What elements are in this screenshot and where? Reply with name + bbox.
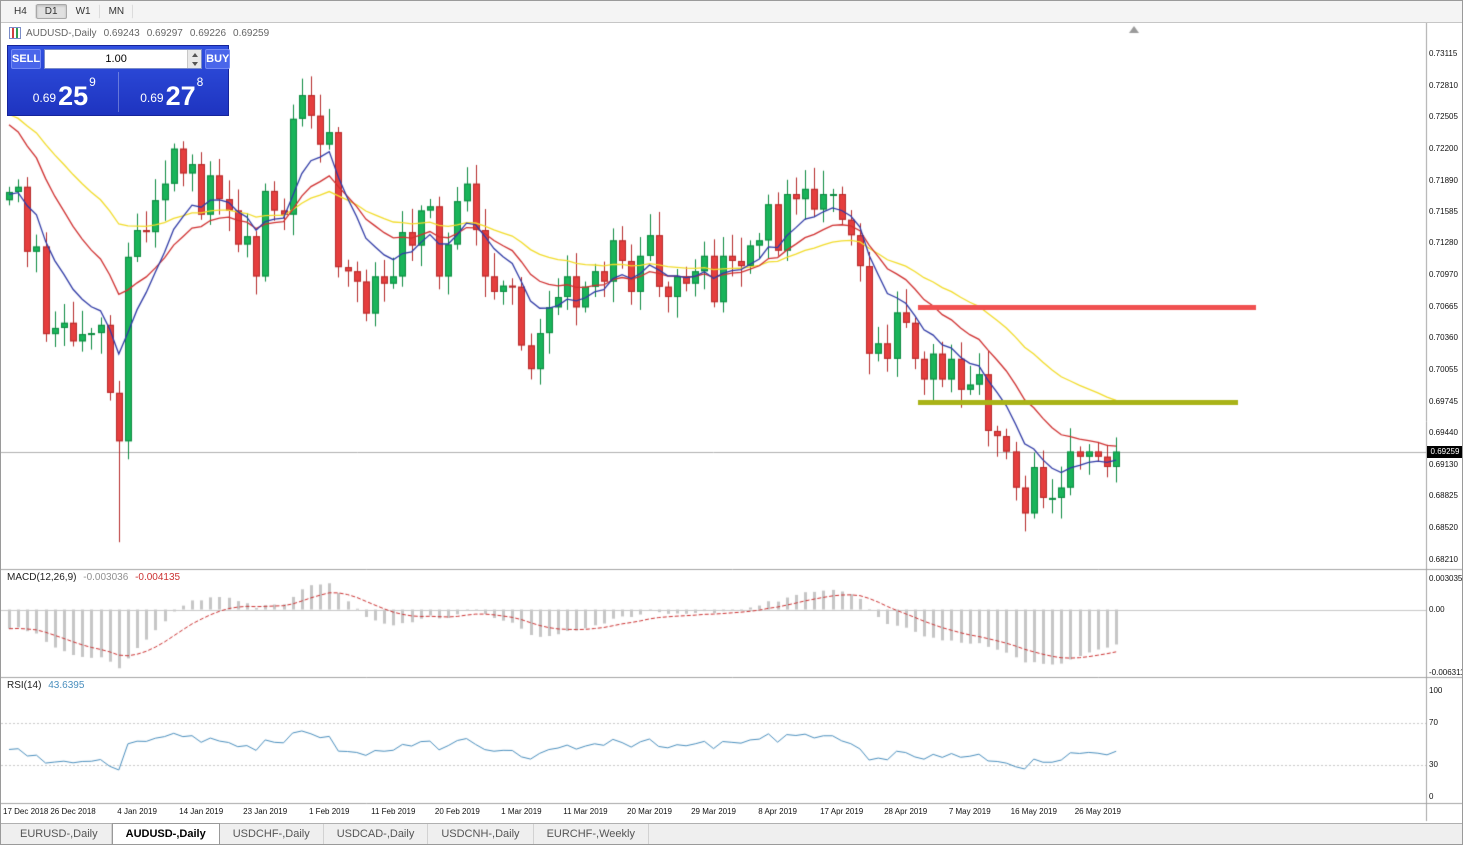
buy-price-big: 27 <box>165 80 196 111</box>
macd-label: MACD(12,26,9) <box>7 572 77 583</box>
chart-tab-usdcnh-daily[interactable]: USDCNH-,Daily <box>428 824 534 844</box>
volume-increase-button[interactable] <box>188 50 202 59</box>
date-label: 4 Jan 2019 <box>117 807 157 816</box>
timeframe-button-mn[interactable]: MN <box>100 4 134 19</box>
price-axis-label: 0.69130 <box>1429 459 1458 469</box>
price-axis-label: 0.71890 <box>1429 175 1458 185</box>
volume-input[interactable] <box>45 50 188 68</box>
ohlc-close: 0.69259 <box>233 27 270 39</box>
timeframe-button-d1[interactable]: D1 <box>35 4 67 19</box>
macd-signal-value: -0.004135 <box>135 572 181 583</box>
sell-price-pip: 9 <box>89 75 96 89</box>
price-axis-label: 0.73115 <box>1429 49 1458 59</box>
up-arrow-icon <box>191 52 198 57</box>
one-click-trading-panel: SELL BUY 0.69 25 9 0.69 27 8 <box>7 45 231 116</box>
price-axis-label: 0.69745 <box>1429 396 1458 406</box>
volume-field <box>44 49 203 69</box>
date-label: 11 Mar 2019 <box>563 807 608 816</box>
buy-price-prefix: 0.69 <box>140 91 164 105</box>
timeframe-button-h4[interactable]: H4 <box>5 4 36 19</box>
rsi-axis-label: 30 <box>1429 760 1438 770</box>
date-label: 20 Mar 2019 <box>627 807 672 816</box>
sell-button[interactable]: SELL <box>11 49 42 69</box>
price-axis-label: 0.72810 <box>1429 80 1458 90</box>
timeframe-toolbar: H4 D1 W1 MN <box>1 1 1462 23</box>
buy-button[interactable]: BUY <box>205 49 231 69</box>
price-axis-label: 0.72200 <box>1429 143 1458 153</box>
rsi-axis-label: 0 <box>1429 792 1434 801</box>
ohlc-high: 0.69297 <box>146 27 183 39</box>
date-label: 16 May 2019 <box>1010 807 1057 816</box>
sell-price-big: 25 <box>58 80 89 111</box>
date-label: 8 Apr 2019 <box>758 807 797 816</box>
rsi-value: 43.6395 <box>48 680 85 691</box>
rsi-indicator-header: RSI(14) 43.6395 <box>7 680 84 691</box>
chart-tab-usdchf-daily[interactable]: USDCHF-,Daily <box>220 824 324 844</box>
date-label: 17 Apr 2019 <box>820 807 864 816</box>
volume-decrease-button[interactable] <box>188 59 202 68</box>
down-arrow-icon <box>191 61 198 66</box>
macd-axis-label: 0.003035 <box>1429 574 1463 583</box>
price-axis-label: 0.71280 <box>1429 238 1458 248</box>
chart-tabs-bar[interactable]: EURUSD-,Daily AUDUSD-,Daily USDCHF-,Daily U… <box>1 823 1462 844</box>
chart-tab-eurchf-weekly[interactable]: EURCHF-,Weekly <box>534 824 649 844</box>
price-axis-label: 0.70665 <box>1429 301 1458 311</box>
price-axis-label: 0.70055 <box>1429 364 1458 374</box>
sell-price-display: 0.69 25 9 <box>11 72 119 112</box>
macd-axis-label: 0.00 <box>1429 604 1445 614</box>
price-axis-label: 0.70970 <box>1429 270 1458 280</box>
price-axis-label: 0.68520 <box>1429 522 1458 532</box>
price-axis-label: 0.70360 <box>1429 333 1458 343</box>
date-label: 17 Dec 2018 <box>3 807 49 816</box>
current-price-badge: 0.69259 <box>1427 445 1462 458</box>
date-label: 28 Apr 2019 <box>884 807 928 816</box>
price-axis-label: 0.69440 <box>1429 428 1458 437</box>
price-axis-label: 0.68825 <box>1429 491 1458 501</box>
buy-price-display: 0.69 27 8 <box>119 72 226 112</box>
date-label: 1 Mar 2019 <box>501 807 542 816</box>
chart-icon <box>9 27 21 39</box>
date-label: 1 Feb 2019 <box>309 807 350 816</box>
chart-tab-eurusd-daily[interactable]: EURUSD-,Daily <box>7 824 112 844</box>
macd-main-value: -0.003036 <box>83 572 129 583</box>
timeframe-button-w1[interactable]: W1 <box>67 4 100 19</box>
date-label: 14 Jan 2019 <box>179 807 224 816</box>
sell-price-prefix: 0.69 <box>32 91 57 105</box>
date-label: 7 May 2019 <box>948 807 991 816</box>
price-axis-label: 0.72505 <box>1429 112 1458 122</box>
date-label: 26 Dec 2018 <box>50 807 96 816</box>
volume-spinner <box>187 50 202 68</box>
buy-price-pip: 8 <box>196 75 204 89</box>
ohlc-low: 0.69226 <box>189 27 227 39</box>
date-label: 29 Mar 2019 <box>691 807 737 816</box>
rsi-axis-label: 100 <box>1429 686 1443 695</box>
price-axis-label: 0.71585 <box>1429 207 1458 217</box>
chart-tab-audusd-daily[interactable]: AUDUSD-,Daily <box>111 823 220 844</box>
date-label: 11 Feb 2019 <box>371 807 416 816</box>
date-label: 23 Jan 2019 <box>243 807 288 816</box>
date-label: 26 May 2019 <box>1074 807 1121 816</box>
chart-ohlc-header: AUDUSD-,Daily 0.69243 0.69297 0.69226 0.… <box>9 27 269 39</box>
rsi-label: RSI(14) <box>7 680 42 691</box>
chart-title: AUDUSD-,Daily <box>26 27 97 39</box>
chart-tab-usdcad-daily[interactable]: USDCAD-,Daily <box>324 824 429 844</box>
ohlc-open: 0.69243 <box>103 27 140 39</box>
macd-indicator-header: MACD(12,26,9) -0.003036 -0.004135 <box>7 572 180 583</box>
date-label: 20 Feb 2019 <box>434 807 480 816</box>
macd-axis-label: -0.006311 <box>1429 668 1463 677</box>
price-axis-label: 0.68210 <box>1429 554 1458 564</box>
date-axis: 17 Dec 2018 26 Dec 2018 4 Jan 2019 14 Jan 2… <box>1 804 1426 820</box>
rsi-axis-label: 70 <box>1429 717 1438 727</box>
